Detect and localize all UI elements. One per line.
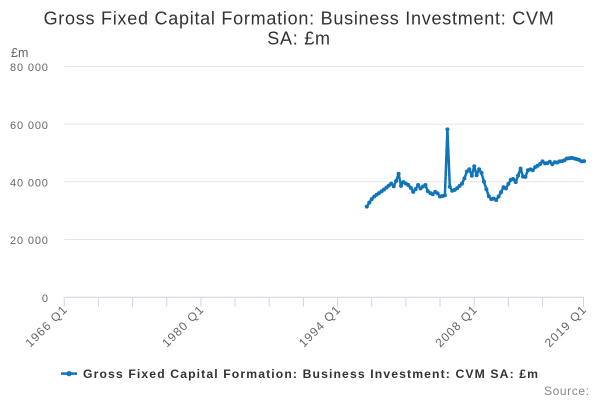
svg-text:60 000: 60 000 [10, 120, 49, 132]
svg-text:40 000: 40 000 [10, 178, 49, 190]
svg-text:0: 0 [42, 293, 49, 305]
svg-text:Gross Fixed Capital Formation:: Gross Fixed Capital Formation: Business … [44, 9, 555, 29]
svg-text:SA: £m: SA: £m [267, 29, 330, 49]
svg-text:Gross Fixed Capital Formation:: Gross Fixed Capital Formation: Business … [83, 367, 539, 381]
svg-text:20 000: 20 000 [10, 235, 49, 247]
svg-text:£m: £m [11, 46, 28, 60]
svg-text:Source:: Source: [544, 384, 589, 398]
svg-text:80 000: 80 000 [10, 62, 49, 74]
